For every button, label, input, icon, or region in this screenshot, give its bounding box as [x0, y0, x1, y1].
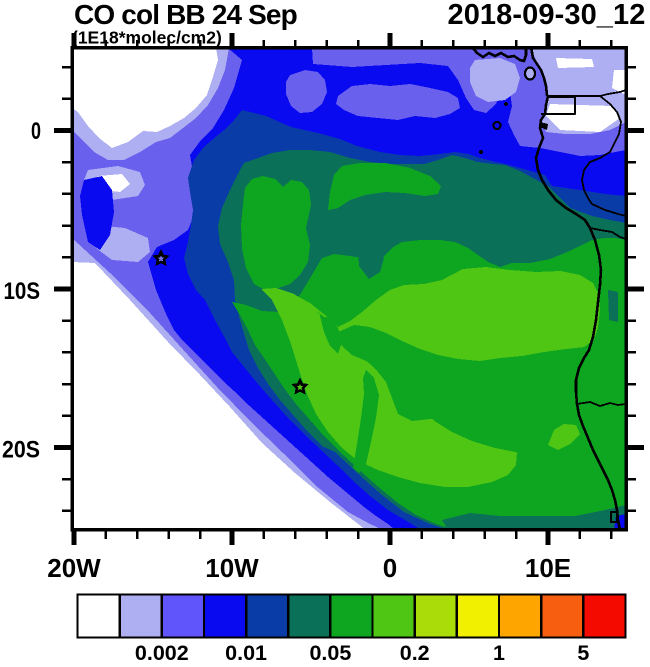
svg-text:CO col BB 24 Sep: CO col BB 24 Sep: [74, 0, 297, 30]
svg-text:10E: 10E: [525, 553, 571, 583]
svg-text:(1E18*molec/cm2): (1E18*molec/cm2): [72, 28, 222, 48]
svg-text:0.2: 0.2: [400, 641, 430, 665]
svg-text:2018-09-30_12: 2018-09-30_12: [447, 0, 645, 31]
svg-text:10S: 10S: [4, 278, 41, 305]
svg-text:10W: 10W: [205, 553, 259, 583]
svg-text:1: 1: [493, 641, 505, 665]
svg-text:0: 0: [383, 553, 397, 583]
svg-text:5: 5: [577, 641, 589, 665]
svg-text:0.002: 0.002: [135, 641, 189, 665]
svg-text:0.01: 0.01: [225, 641, 267, 665]
svg-text:0: 0: [31, 118, 41, 145]
svg-text:20W: 20W: [47, 553, 101, 583]
svg-text:20S: 20S: [2, 436, 40, 463]
svg-text:0.05: 0.05: [309, 641, 351, 665]
